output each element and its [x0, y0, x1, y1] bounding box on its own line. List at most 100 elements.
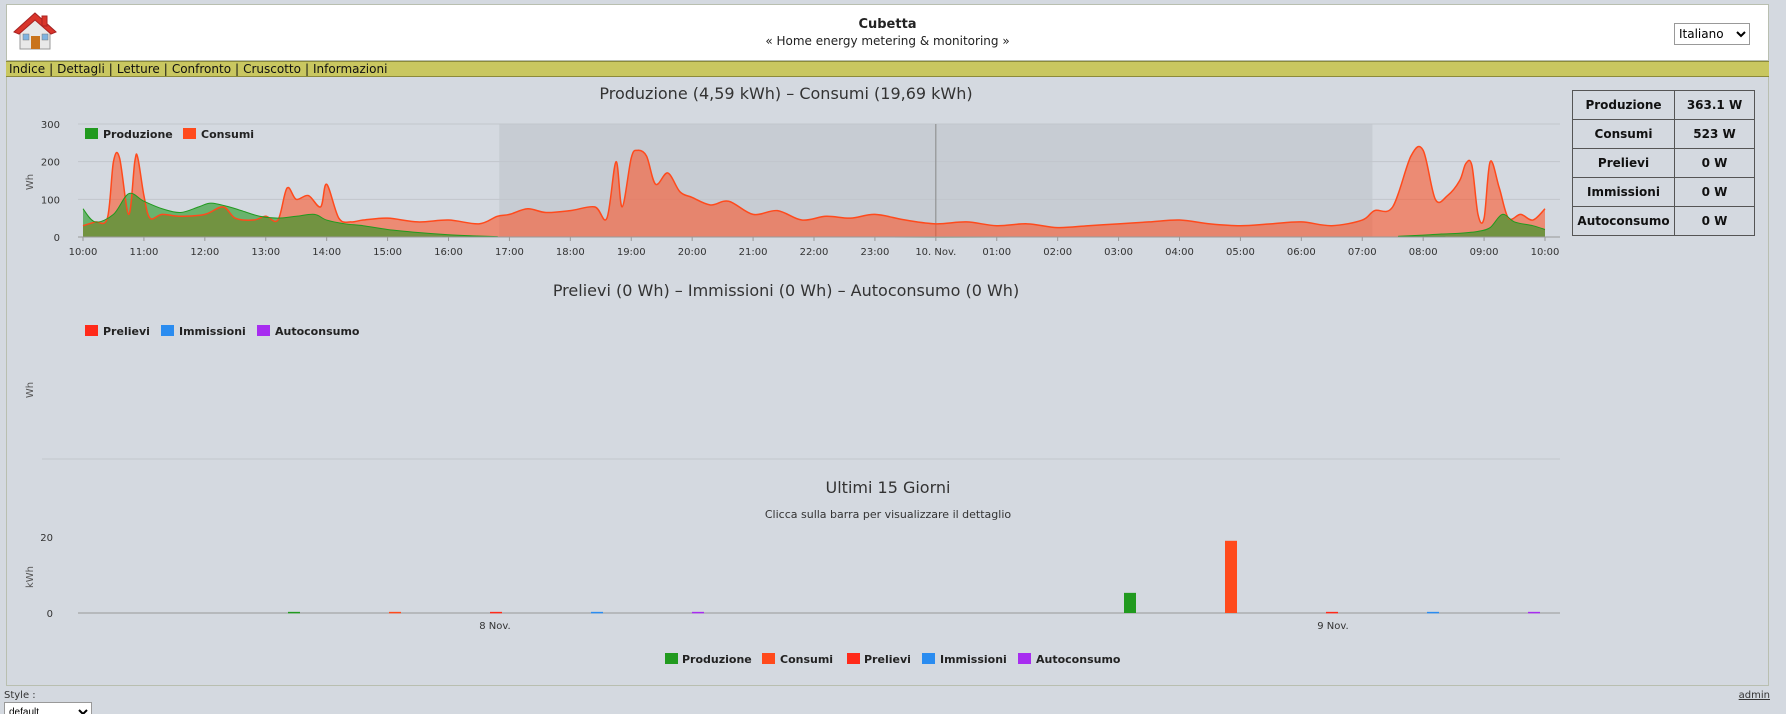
x-tick-label: 23:00 [861, 247, 890, 258]
bar-prelievi-9nov[interactable] [1326, 611, 1338, 614]
bar-immissioni-9nov[interactable] [1427, 611, 1439, 614]
main-menu: Indice | Dettagli | Letture | Confronto | Crusco… [6, 61, 1769, 77]
x-tick-label: 22:00 [800, 247, 829, 258]
x-tick-label: 15:00 [373, 247, 402, 258]
stat-value: 0 W [1674, 206, 1755, 236]
chart1-legend: Produzione Consumi [85, 128, 254, 141]
bar-consumi-9nov[interactable] [1225, 540, 1237, 613]
chart3-legend: Produzione Consumi Prelievi Immissioni A… [665, 653, 1121, 666]
legend-swatch-prelievi [85, 325, 98, 336]
header: Cubetta « Home energy metering & monitor… [6, 4, 1769, 61]
menu-separator: | [235, 62, 240, 76]
realtime-stats-table: Produzione 363.1 W Consumi 523 W Prelievi 0… [1572, 90, 1755, 236]
x-tick-label: 13:00 [251, 247, 280, 258]
app-title: Cubetta [858, 17, 917, 32]
stat-value: 523 W [1674, 119, 1755, 149]
y-tick-label: 200 [41, 158, 60, 169]
chart-production-consumption: 0 100 200 300 10:00 11:00 12:00 13:00 14:00 15:0… [25, 84, 1560, 258]
legend-autoconsumo[interactable]: Autoconsumo [275, 325, 360, 338]
stat-value: 0 W [1674, 148, 1755, 178]
legend-swatch-immissioni [161, 325, 174, 336]
app-subtitle: « Home energy metering & monitoring » [765, 34, 1010, 48]
y-tick-label: 0 [47, 609, 53, 620]
bar-autoconsumo-9nov[interactable] [1528, 611, 1540, 614]
stat-row: Autoconsumo 0 W [1572, 206, 1755, 236]
legend-produzione[interactable]: Produzione [103, 128, 173, 141]
chart-prelievi-immissioni: Prelievi (0 Wh) – Immissioni (0 Wh) – Au… [25, 281, 1560, 460]
chart3-y-ticks: 0 20 [40, 533, 53, 620]
menu-separator: | [108, 62, 113, 76]
menu-separator: | [49, 62, 54, 76]
legend-swatch-immissioni [922, 653, 935, 664]
series-produzione-area[interactable] [83, 193, 1545, 238]
stat-label: Produzione [1572, 90, 1675, 120]
stat-row: Consumi 523 W [1572, 119, 1755, 149]
series-produzione-line [82, 192, 1546, 238]
legend-swatch-produzione [85, 128, 98, 139]
legend-consumi[interactable]: Consumi [780, 653, 833, 666]
stat-label: Autoconsumo [1572, 206, 1675, 236]
legend-swatch-autoconsumo [257, 325, 270, 336]
x-tick-label: 12:00 [190, 247, 219, 258]
bar-produzione-9nov[interactable] [1124, 592, 1136, 613]
menu-item-indice[interactable]: Indice [9, 62, 46, 76]
stat-value: 363.1 W [1674, 90, 1755, 120]
language-select[interactable]: Italiano [1674, 23, 1750, 45]
bar-consumi-8nov[interactable] [389, 611, 401, 614]
x-tick-label: 10:00 [69, 247, 98, 258]
category-label-9-nov: 9 Nov. [1317, 621, 1348, 632]
stat-row: Prelievi 0 W [1572, 148, 1755, 178]
bar-prelievi-8nov[interactable] [490, 611, 502, 614]
legend-immissioni[interactable]: Immissioni [940, 653, 1007, 666]
stat-label: Prelievi [1572, 148, 1675, 178]
bar-produzione-8nov[interactable] [288, 611, 300, 614]
x-tick-label: 09:00 [1470, 247, 1499, 258]
stat-label: Consumi [1572, 119, 1675, 149]
menu-item-letture[interactable]: Letture [116, 62, 160, 76]
style-label: Style : [4, 690, 36, 701]
y-tick-label: 300 [41, 120, 60, 131]
legend-immissioni[interactable]: Immissioni [179, 325, 246, 338]
legend-swatch-prelievi [847, 653, 860, 664]
legend-consumi[interactable]: Consumi [201, 128, 254, 141]
chart1-y-label: Wh [25, 174, 36, 190]
admin-link[interactable]: admin [1738, 690, 1770, 701]
menu-item-confronto[interactable]: Confronto [171, 62, 232, 76]
x-tick-label: 20:00 [678, 247, 707, 258]
bar-immissioni-8nov[interactable] [591, 611, 603, 614]
style-select[interactable]: default [4, 702, 92, 714]
home-icon[interactable] [13, 11, 57, 51]
x-tick-label: 01:00 [982, 247, 1011, 258]
x-tick-label: 16:00 [434, 247, 463, 258]
x-tick-label: 18:00 [556, 247, 585, 258]
x-tick-label: 21:00 [739, 247, 768, 258]
legend-swatch-produzione [665, 653, 678, 664]
menu-item-informazioni[interactable]: Informazioni [313, 62, 388, 76]
legend-swatch-autoconsumo [1018, 653, 1031, 664]
legend-prelievi[interactable]: Prelievi [864, 653, 911, 666]
menu-item-cruscotto[interactable]: Cruscotto [243, 62, 301, 76]
x-tick-label: 17:00 [495, 247, 524, 258]
chart3-subtitle: Clicca sulla barra per visualizzare il d… [765, 508, 1012, 521]
chart2-title: Prelievi (0 Wh) – Immissioni (0 Wh) – Au… [553, 281, 1019, 300]
chart1-title: Produzione (4,59 kWh) – Consumi (19,69 k… [599, 84, 972, 103]
stat-row: Immissioni 0 W [1572, 177, 1755, 207]
legend-produzione[interactable]: Produzione [682, 653, 752, 666]
x-tick-label: 05:00 [1226, 247, 1255, 258]
x-tick-label: 02:00 [1043, 247, 1072, 258]
bar-autoconsumo-8nov[interactable] [692, 611, 704, 614]
legend-autoconsumo[interactable]: Autoconsumo [1036, 653, 1121, 666]
stat-value: 0 W [1674, 177, 1755, 207]
legend-prelievi[interactable]: Prelievi [103, 325, 150, 338]
x-tick-label: 11:00 [130, 247, 159, 258]
legend-swatch-consumi [762, 653, 775, 664]
x-tick-label: 03:00 [1104, 247, 1133, 258]
menu-item-dettagli[interactable]: Dettagli [57, 62, 105, 76]
chart3-y-label: kWh [25, 566, 36, 588]
y-tick-label: 100 [41, 195, 60, 206]
series-consumi-line [82, 145, 1546, 229]
x-tick-label: 10:00 [1531, 247, 1560, 258]
x-tick-label: 10. Nov. [915, 247, 956, 258]
chart1-y-ticks: 0 100 200 300 [41, 120, 60, 244]
